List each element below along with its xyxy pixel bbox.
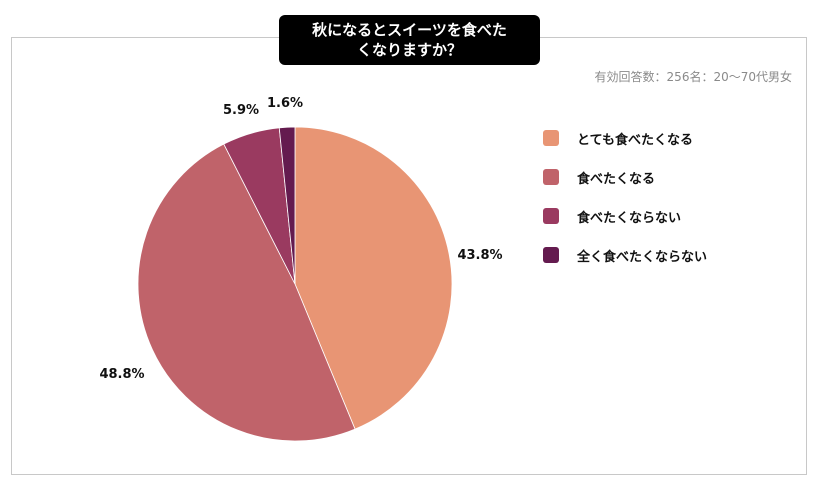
legend-swatch	[543, 169, 559, 185]
legend-item: 食べたくなる	[543, 167, 707, 187]
legend-label: とても食べたくなる	[577, 132, 693, 148]
legend-label: 食べたくならない	[577, 210, 682, 226]
legend-swatch	[543, 130, 559, 146]
legend-swatch	[543, 208, 559, 224]
legend-item: 食べたくならない	[543, 206, 707, 226]
slice-percentage-label: 43.8%	[457, 248, 502, 263]
legend: とても食べたくなる 食べたくなる食べたくならない全く食べたくならない	[543, 128, 707, 284]
slice-percentage-label: 5.9%	[223, 103, 259, 118]
legend-item: とても食べたくなる	[543, 128, 707, 148]
chart-title-line2: くなりますか？	[356, 41, 462, 59]
respondent-note: 有効回答数：256名：20〜70代男女	[594, 70, 792, 84]
pie-slice-1	[294, 126, 453, 430]
legend-label: 全く食べたくならない	[577, 249, 708, 265]
chart-title-line1: 秋になるとスイーツを食べた	[312, 21, 507, 39]
legend-item: 全く食べたくならない	[543, 245, 707, 265]
pie-slice-4	[278, 126, 296, 285]
chart-title: 秋になるとスイーツを食べた くなりますか？	[279, 15, 540, 65]
legend-label: 食べたくなる	[577, 171, 656, 187]
legend-swatch	[543, 247, 559, 263]
pie-slice-2	[137, 143, 356, 442]
slice-percentage-label: 1.6%	[267, 96, 303, 111]
slice-percentage-label: 48.8%	[99, 367, 144, 382]
